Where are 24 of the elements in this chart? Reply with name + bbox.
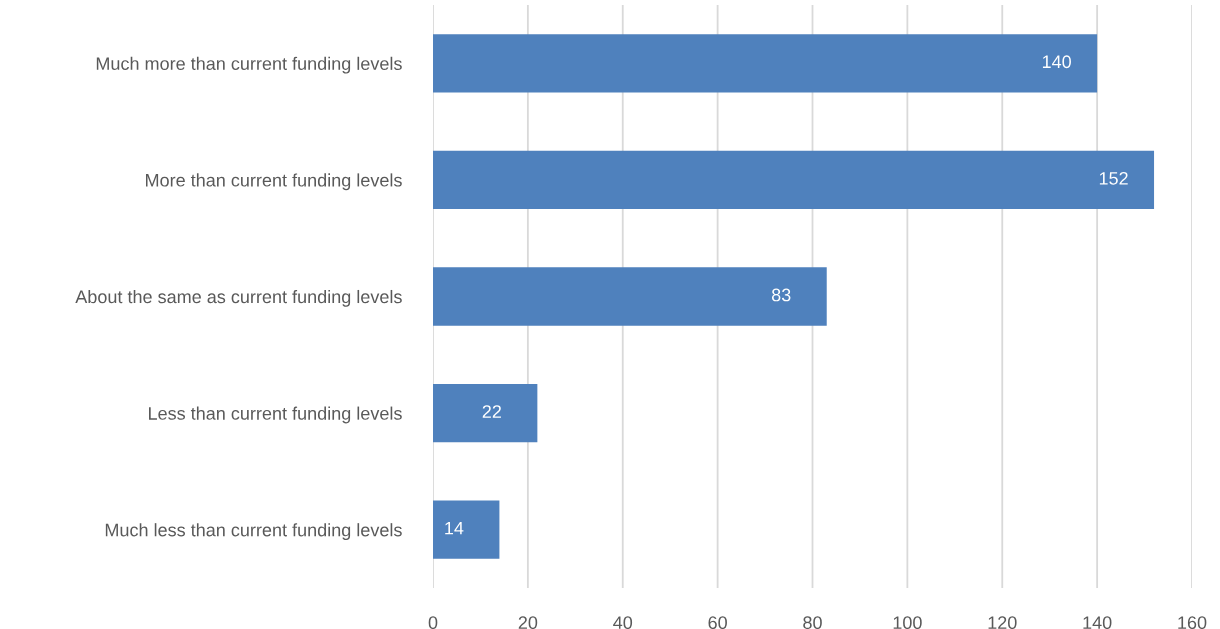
y-tick-label: More than current funding levels [146,173,402,191]
bar [433,383,538,443]
x-tick-label: 100 [893,616,922,629]
x-tick-label: 40 [613,616,633,629]
y-tick-label: Less than current funding levels [149,406,402,424]
y-tick-label: Much less than current funding levels [105,523,402,540]
bar [433,267,827,326]
x-tick-label: 0 [428,616,438,629]
bar [433,500,500,559]
bar [433,150,1155,210]
data-label: 140 [1042,55,1071,69]
bar [433,34,1098,93]
data-label: 14 [445,521,464,535]
x-tick-label: 60 [708,616,727,629]
y-tick-label: About the same as current funding levels [75,289,402,307]
x-tick-label: 20 [518,616,538,629]
data-label: 152 [1099,171,1128,185]
x-tick-label: 140 [1083,616,1112,629]
data-label: 83 [771,288,791,302]
x-tick-label: 160 [1178,616,1207,629]
y-tick-label: Much more than current funding levels [96,56,402,74]
x-tick-label: 120 [988,616,1017,629]
x-tick-label: 80 [803,616,822,629]
data-label: 22 [482,405,501,418]
